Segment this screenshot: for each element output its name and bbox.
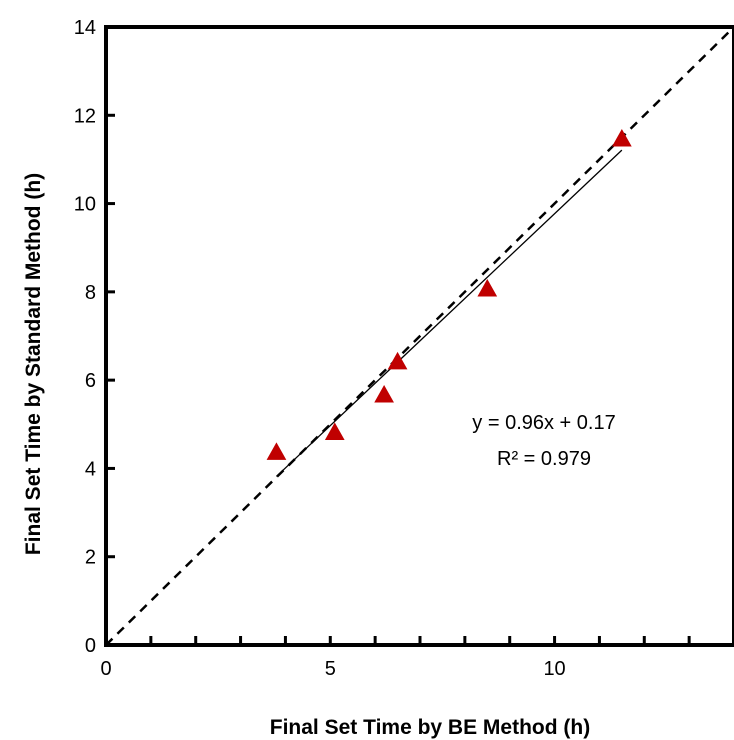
y-tick-label: 8 — [85, 282, 96, 304]
data-point-triangle — [477, 279, 498, 297]
y-tick-label: 4 — [85, 458, 96, 480]
data-point-triangle — [374, 384, 394, 403]
r-squared-label: R² = 0.979 — [497, 448, 591, 470]
data-point-triangle — [387, 351, 408, 370]
plot-layer: 0 5 10 0 2 4 6 8 10 12 14 — [74, 17, 734, 680]
y-tick-label: 0 — [85, 635, 96, 657]
data-point-triangle — [266, 442, 287, 460]
y-tick-label: 14 — [74, 17, 96, 39]
reference-line-1to1 — [105, 26, 734, 646]
y-tick-label: 6 — [85, 370, 96, 392]
y-tick-label: 10 — [74, 194, 96, 216]
y-tick-label: 12 — [74, 105, 96, 127]
data-point-triangle — [612, 128, 632, 147]
x-tick-label: 0 — [100, 658, 111, 680]
x-axis-title: Final Set Time by BE Method (h) — [270, 716, 590, 739]
trendline — [276, 149, 623, 477]
x-tick-label: 10 — [543, 658, 565, 680]
data-point-triangle — [324, 422, 345, 441]
y-tick-label: 2 — [85, 547, 96, 569]
y-axis-title: Final Set Time by Standard Method (h) — [22, 173, 45, 555]
equation-label: y = 0.96x + 0.17 — [472, 412, 615, 434]
x-tick-label: 5 — [325, 658, 336, 680]
